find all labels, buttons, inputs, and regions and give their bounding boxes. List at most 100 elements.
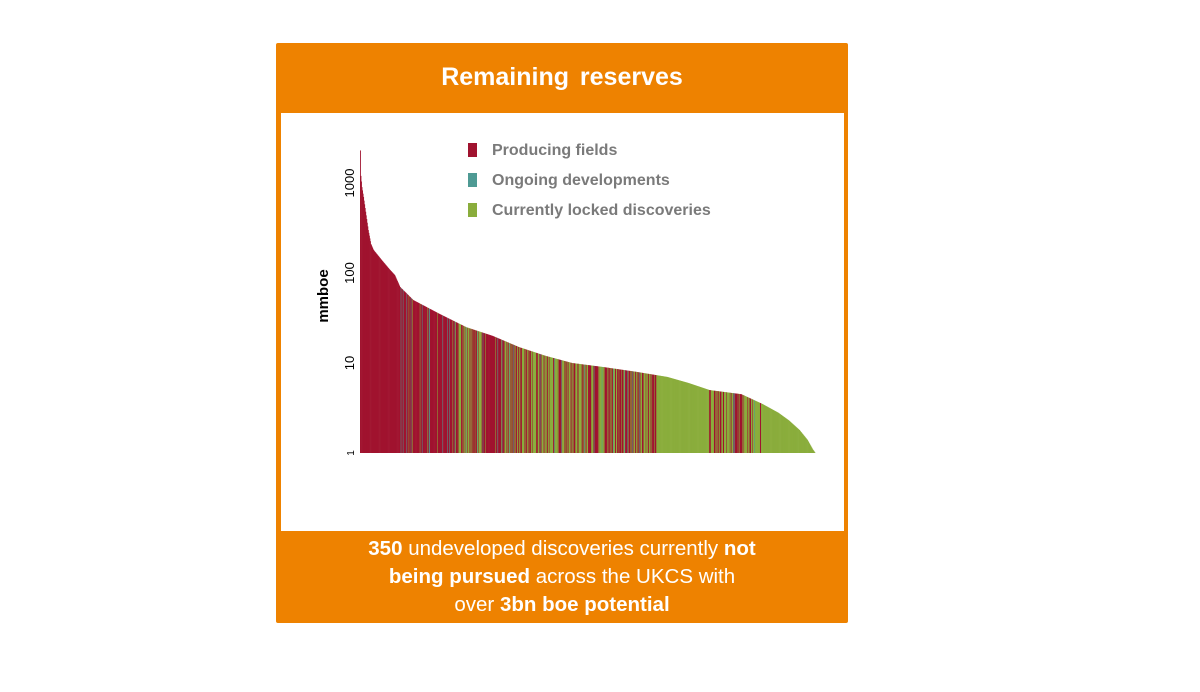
bar-locked xyxy=(789,421,791,453)
bar-locked xyxy=(485,333,487,453)
bar-producing xyxy=(361,187,363,453)
bar-producing xyxy=(448,318,450,453)
bar-producing xyxy=(530,350,532,453)
bar-locked xyxy=(545,356,547,453)
bar-producing xyxy=(593,365,595,453)
bar-locked xyxy=(460,324,462,453)
bar-producing xyxy=(387,267,389,453)
bar-locked xyxy=(701,387,703,453)
bar-producing xyxy=(492,336,494,453)
bar-locked xyxy=(530,351,532,453)
bar-locked xyxy=(533,352,535,453)
bar-locked xyxy=(665,376,667,453)
bar-ongoing xyxy=(513,344,515,453)
bar-locked xyxy=(763,404,765,453)
bar-producing xyxy=(525,349,526,453)
bar-locked xyxy=(757,401,759,453)
bar-producing xyxy=(617,369,619,453)
bar-locked xyxy=(712,390,714,453)
bar-locked xyxy=(564,361,566,453)
bar-locked xyxy=(781,415,783,453)
bar-locked xyxy=(690,383,692,453)
bar-locked xyxy=(711,390,713,453)
bar-producing xyxy=(443,315,444,453)
bar-locked xyxy=(765,405,767,453)
bar-locked xyxy=(667,377,669,453)
bar-locked xyxy=(678,380,680,453)
bar-producing xyxy=(637,372,639,453)
summary-text-segment: undeveloped discoveries currently xyxy=(402,537,724,560)
bar-producing xyxy=(606,367,608,453)
bar-locked xyxy=(813,450,815,453)
bar-ongoing xyxy=(554,358,556,453)
bar-locked xyxy=(810,446,812,453)
bar-producing xyxy=(489,334,490,453)
bar-producing xyxy=(611,368,613,453)
bar-locked xyxy=(659,375,661,453)
bar-producing xyxy=(470,328,472,453)
bar-locked xyxy=(621,369,623,453)
bar-locked xyxy=(691,384,693,453)
bar-locked xyxy=(675,379,677,453)
bar-producing xyxy=(603,367,605,453)
bar-locked xyxy=(525,349,527,453)
bar-producing xyxy=(718,391,720,453)
bar-producing xyxy=(390,270,392,453)
bar-producing xyxy=(406,293,407,453)
bar-locked xyxy=(673,378,675,453)
summary-count: 350 xyxy=(368,537,403,560)
bar-ongoing xyxy=(613,368,615,453)
bar-locked xyxy=(412,299,414,453)
bar-producing xyxy=(561,360,563,453)
bar-producing xyxy=(422,305,424,453)
bar-ongoing xyxy=(406,293,408,453)
bar-locked xyxy=(788,420,790,453)
bar-producing xyxy=(584,364,586,453)
bar-locked xyxy=(665,376,667,453)
bar-locked xyxy=(470,328,471,453)
bar-producing xyxy=(633,371,635,453)
bar-producing xyxy=(446,317,448,453)
bar-locked xyxy=(690,383,692,453)
bar-locked xyxy=(535,352,537,453)
bar-producing xyxy=(731,392,733,453)
bar-locked xyxy=(774,410,776,453)
bar-producing xyxy=(399,285,401,453)
bar-producing xyxy=(482,332,484,453)
bar-producing xyxy=(426,307,428,453)
bar-locked xyxy=(756,401,758,453)
bar-producing xyxy=(445,316,447,453)
bar-locked xyxy=(777,412,779,453)
bar-locked xyxy=(667,377,669,453)
bar-locked xyxy=(495,337,497,453)
bar-producing xyxy=(739,394,741,453)
bar-locked xyxy=(812,450,814,453)
bar-producing xyxy=(607,367,609,453)
bar-producing xyxy=(475,330,477,453)
bar-locked xyxy=(704,388,706,453)
bar-locked xyxy=(521,348,523,453)
bar-producing xyxy=(521,348,523,453)
bar-locked xyxy=(467,327,469,453)
bar-locked xyxy=(562,360,564,453)
bar-producing xyxy=(434,311,436,453)
bar-ongoing xyxy=(632,371,634,453)
summary-potential: 3bn boe potential xyxy=(499,593,670,616)
bar-producing xyxy=(597,366,598,453)
bar-producing xyxy=(516,346,517,453)
bar-producing xyxy=(374,251,376,453)
bar-producing xyxy=(455,322,457,453)
bar-locked xyxy=(697,386,698,453)
bar-producing xyxy=(380,258,381,453)
bar-producing xyxy=(478,331,480,453)
bar-locked xyxy=(779,413,780,453)
bar-locked xyxy=(744,395,746,453)
bar-locked xyxy=(666,376,668,453)
bar-producing xyxy=(714,390,716,453)
bar-producing xyxy=(486,333,488,453)
bar-producing xyxy=(513,345,515,453)
bar-producing xyxy=(733,393,735,453)
bar-locked xyxy=(604,367,606,453)
bar-ongoing xyxy=(421,304,423,453)
bar-locked xyxy=(668,377,670,453)
